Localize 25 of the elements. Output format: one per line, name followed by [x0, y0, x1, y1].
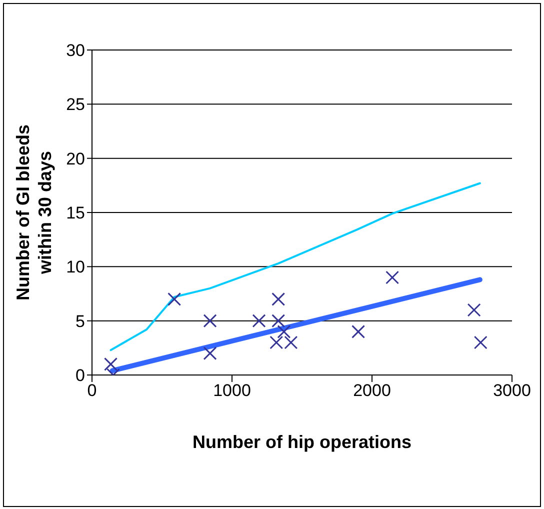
point	[252, 314, 266, 328]
point	[203, 314, 217, 328]
x-tick-label: 3000	[493, 381, 531, 400]
point	[203, 346, 217, 360]
point	[386, 270, 400, 284]
point	[168, 292, 182, 306]
point	[272, 292, 286, 306]
y-tick-label: 0	[76, 366, 85, 386]
x-tick-label: 2000	[353, 381, 391, 400]
y-tick-label: 5	[76, 312, 85, 331]
point	[272, 314, 286, 328]
y-axis-title: Number of GI bleeds within 30 days	[13, 124, 55, 301]
point	[104, 357, 118, 371]
y-tick-label: 20	[66, 149, 85, 168]
x-tick-label: 1000	[213, 381, 251, 400]
y-tick-label: 15	[66, 204, 85, 223]
y-tick-label: 10	[66, 258, 85, 277]
point	[467, 303, 481, 317]
y-tick-label: 25	[66, 95, 85, 114]
x-axis-title: Number of hip operations	[192, 432, 412, 452]
point	[474, 336, 488, 350]
point	[277, 324, 291, 338]
point	[352, 324, 366, 338]
line-series	[110, 182, 481, 352]
y-tick-label: 30	[66, 41, 85, 60]
